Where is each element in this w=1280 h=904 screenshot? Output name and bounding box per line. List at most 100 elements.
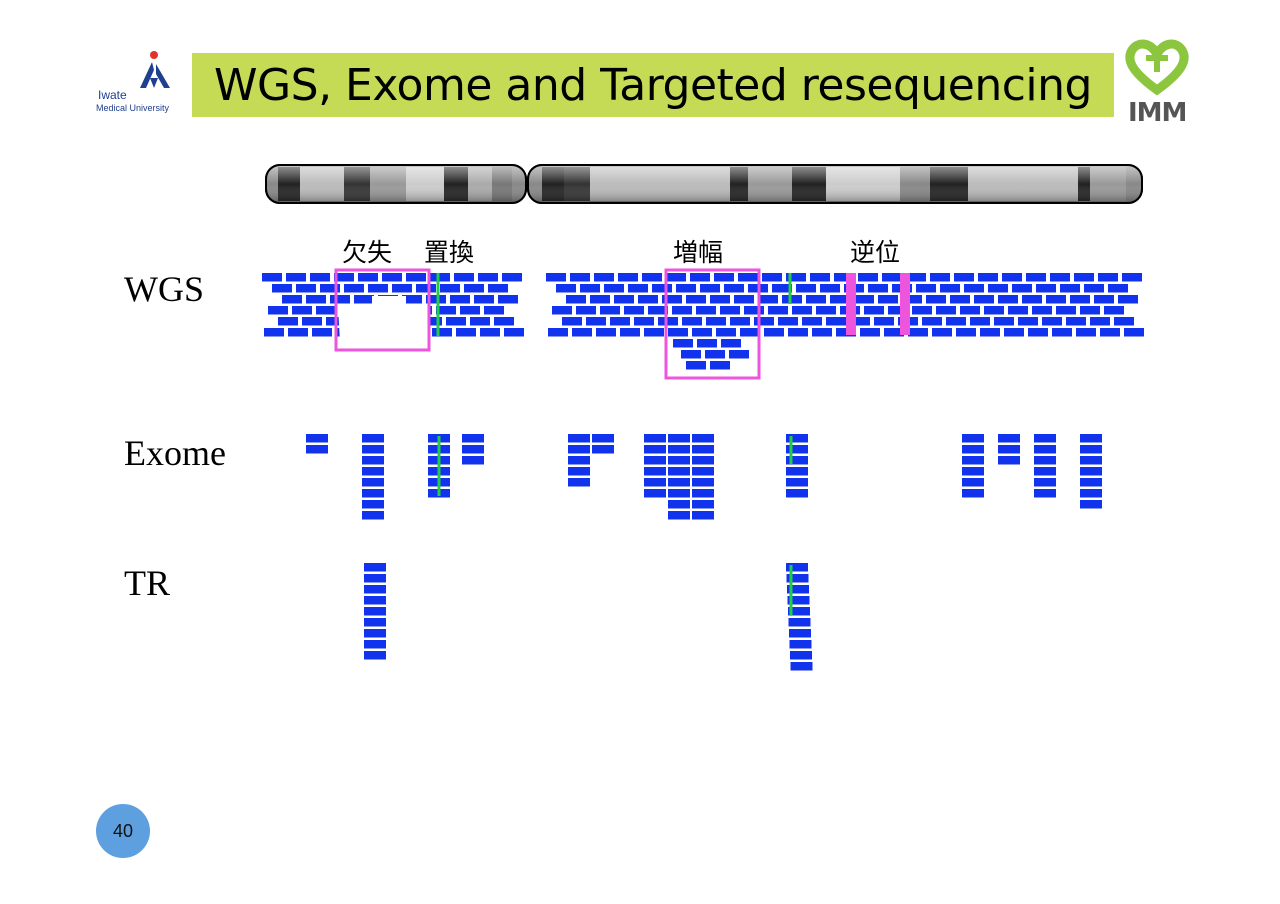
wgs-read: [382, 273, 402, 282]
tr-read: [789, 629, 811, 638]
wgs-read: [1050, 273, 1070, 282]
amplification-read: [729, 350, 749, 359]
tr-read: [364, 563, 386, 572]
tr-read: [786, 563, 808, 572]
wgs-read: [368, 284, 388, 293]
exome-read: [568, 445, 590, 454]
exome-read: [962, 467, 984, 476]
wgs-read: [1012, 284, 1032, 293]
wgs-read: [768, 306, 788, 315]
wgs-read: [652, 284, 672, 293]
tr-read: [790, 651, 812, 660]
wgs-read: [974, 295, 994, 304]
wgs-read: [478, 273, 498, 282]
exome-read: [786, 445, 808, 454]
wgs-read: [1098, 273, 1118, 282]
exome-read: [1034, 456, 1056, 465]
wgs-read: [666, 273, 686, 282]
wgs-read: [888, 306, 908, 315]
wgs-read: [988, 284, 1008, 293]
wgs-read: [1060, 284, 1080, 293]
wgs-read: [676, 284, 696, 293]
wgs-read: [978, 273, 998, 282]
wgs-read: [288, 328, 308, 337]
exome-read: [668, 511, 690, 520]
amplification-read: [710, 361, 730, 370]
amplification-read: [673, 339, 693, 348]
university-name-line1: Iwate: [98, 88, 127, 102]
exome-read: [644, 434, 666, 443]
exome-read: [668, 500, 690, 509]
exome-read: [692, 489, 714, 498]
wgs-read: [456, 328, 476, 337]
wgs-read: [792, 306, 812, 315]
wgs-read: [830, 295, 850, 304]
exome-read: [362, 511, 384, 520]
wgs-read: [1080, 306, 1100, 315]
wgs-read: [464, 284, 484, 293]
title-bar: WGS, Exome and Targeted resequencing: [192, 53, 1114, 117]
wgs-read: [504, 328, 524, 337]
wgs-read: [850, 317, 870, 326]
exome-read: [362, 467, 384, 476]
wgs-read: [806, 295, 826, 304]
heart-ribbon-icon: [1125, 39, 1189, 96]
tr-read: [787, 596, 810, 605]
tr-read: [364, 640, 386, 649]
wgs-read: [634, 317, 654, 326]
wgs-read: [1076, 328, 1096, 337]
wgs-read: [1070, 295, 1090, 304]
wgs-read: [868, 284, 888, 293]
exome-read: [644, 456, 666, 465]
wgs-read: [590, 295, 610, 304]
wgs-read: [416, 284, 436, 293]
wgs-read: [480, 328, 500, 337]
wgs-read: [570, 273, 590, 282]
wgs-read: [450, 295, 470, 304]
tr-read: [364, 651, 386, 660]
exome-read: [668, 434, 690, 443]
exome-read: [1080, 489, 1102, 498]
tr-read: [364, 629, 386, 638]
wgs-read: [874, 317, 894, 326]
wgs-read: [1114, 317, 1134, 326]
exome-read: [644, 445, 666, 454]
wgs-read: [738, 273, 758, 282]
wgs-read: [1074, 273, 1094, 282]
chromosome-q-arm-outline: [527, 164, 1143, 204]
wgs-read: [552, 306, 572, 315]
inversion-marker-left: [846, 273, 856, 335]
wgs-read: [484, 306, 504, 315]
wgs-read: [882, 273, 902, 282]
inversion-marker-right: [900, 273, 910, 335]
wgs-read: [1052, 328, 1072, 337]
exome-read: [306, 445, 328, 454]
wgs-read: [648, 306, 668, 315]
wgs-read: [566, 295, 586, 304]
wgs-read: [950, 295, 970, 304]
annotation-deletion: 欠失: [342, 238, 393, 267]
exome-read: [998, 445, 1020, 454]
wgs-read: [916, 284, 936, 293]
wgs-read: [436, 306, 456, 315]
amplification-read: [721, 339, 741, 348]
imm-logo: IMM: [1122, 38, 1192, 133]
wgs-read: [446, 317, 466, 326]
wgs-read: [940, 284, 960, 293]
wgs-read: [960, 306, 980, 315]
wgs-read: [310, 273, 330, 282]
wgs-read: [618, 273, 638, 282]
wgs-read: [572, 328, 592, 337]
wgs-read: [854, 295, 874, 304]
wgs-read: [864, 306, 884, 315]
amplification-highlight-box: [664, 268, 761, 380]
wgs-read: [720, 306, 740, 315]
amplification-read: [705, 350, 725, 359]
wgs-read: [1124, 328, 1144, 337]
wgs-read: [644, 328, 664, 337]
wgs-read: [692, 328, 712, 337]
wgs-read: [812, 328, 832, 337]
wgs-read: [690, 273, 710, 282]
wgs-read: [562, 317, 582, 326]
tr-read: [788, 618, 811, 627]
